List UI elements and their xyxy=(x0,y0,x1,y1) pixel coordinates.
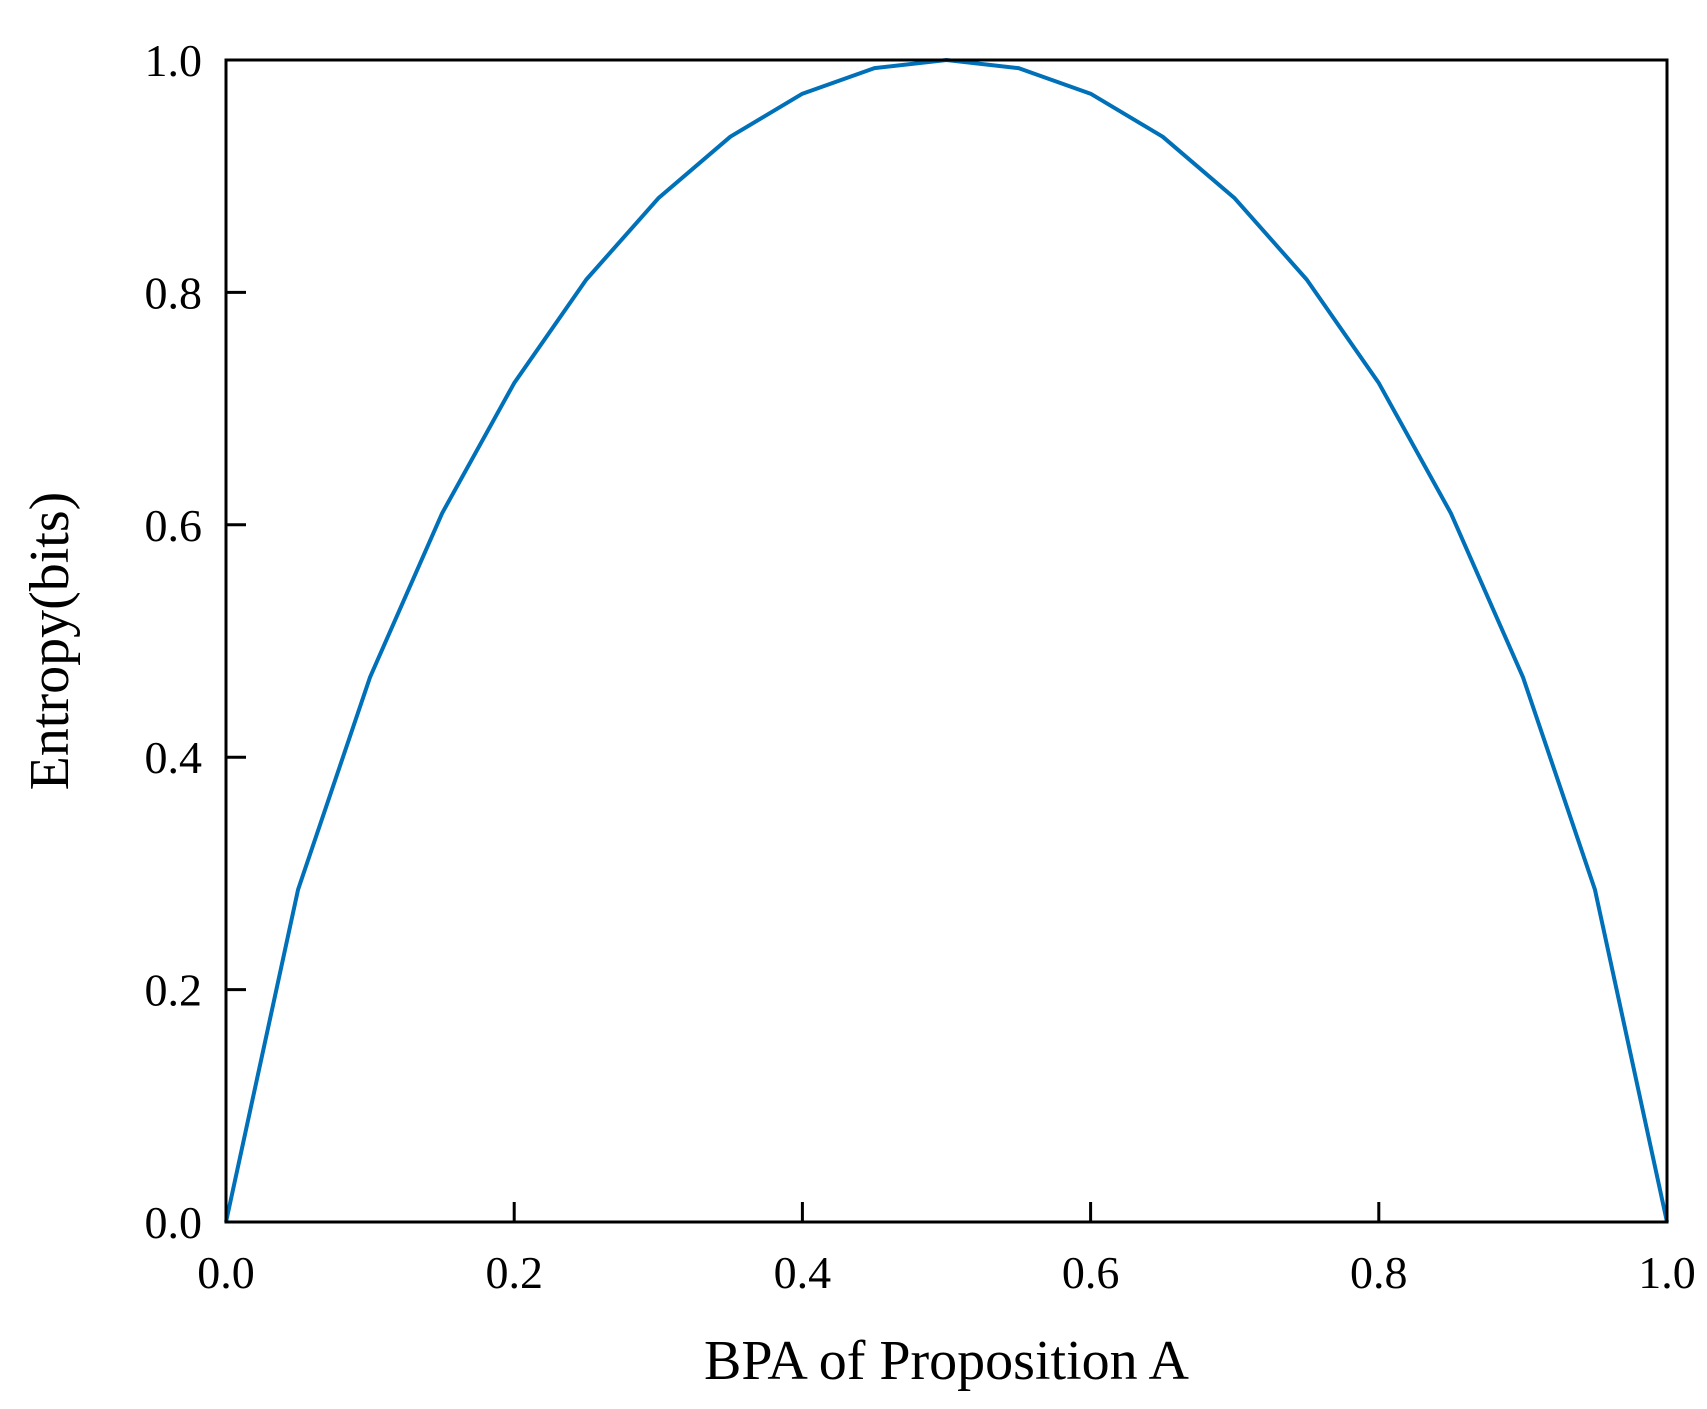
y-tick-label: 0.8 xyxy=(145,267,203,318)
x-tick-label: 0.6 xyxy=(1062,1247,1120,1298)
series-layer xyxy=(224,58,1669,1223)
x-tick-label: 0.8 xyxy=(1350,1247,1408,1298)
x-axis-tick-labels: 0.0 0.2 0.4 0.6 0.8 1.0 xyxy=(197,1247,1696,1298)
x-tick-label: 0.0 xyxy=(197,1247,255,1298)
y-tick-label: 1.0 xyxy=(145,35,203,86)
y-axis-label: Entropy(bits) xyxy=(19,492,81,791)
x-tick-label: 0.2 xyxy=(485,1247,543,1298)
x-axis-label: BPA of Proposition A xyxy=(704,1330,1190,1392)
y-axis-tick-labels: 0.0 0.2 0.4 0.6 0.8 1.0 xyxy=(145,35,203,1248)
y-tick-label: 0.6 xyxy=(145,500,203,551)
series-line-0 xyxy=(224,58,1669,1223)
y-tick-label: 0.2 xyxy=(145,965,203,1016)
y-tick-label: 0.0 xyxy=(145,1197,203,1248)
x-tick-label: 0.4 xyxy=(774,1247,832,1298)
plot-frame xyxy=(224,58,1669,1224)
x-axis-ticks xyxy=(224,1202,1669,1222)
y-axis-ticks xyxy=(226,58,246,1224)
y-tick-label: 0.4 xyxy=(145,732,203,783)
x-tick-label: 1.0 xyxy=(1638,1247,1696,1298)
